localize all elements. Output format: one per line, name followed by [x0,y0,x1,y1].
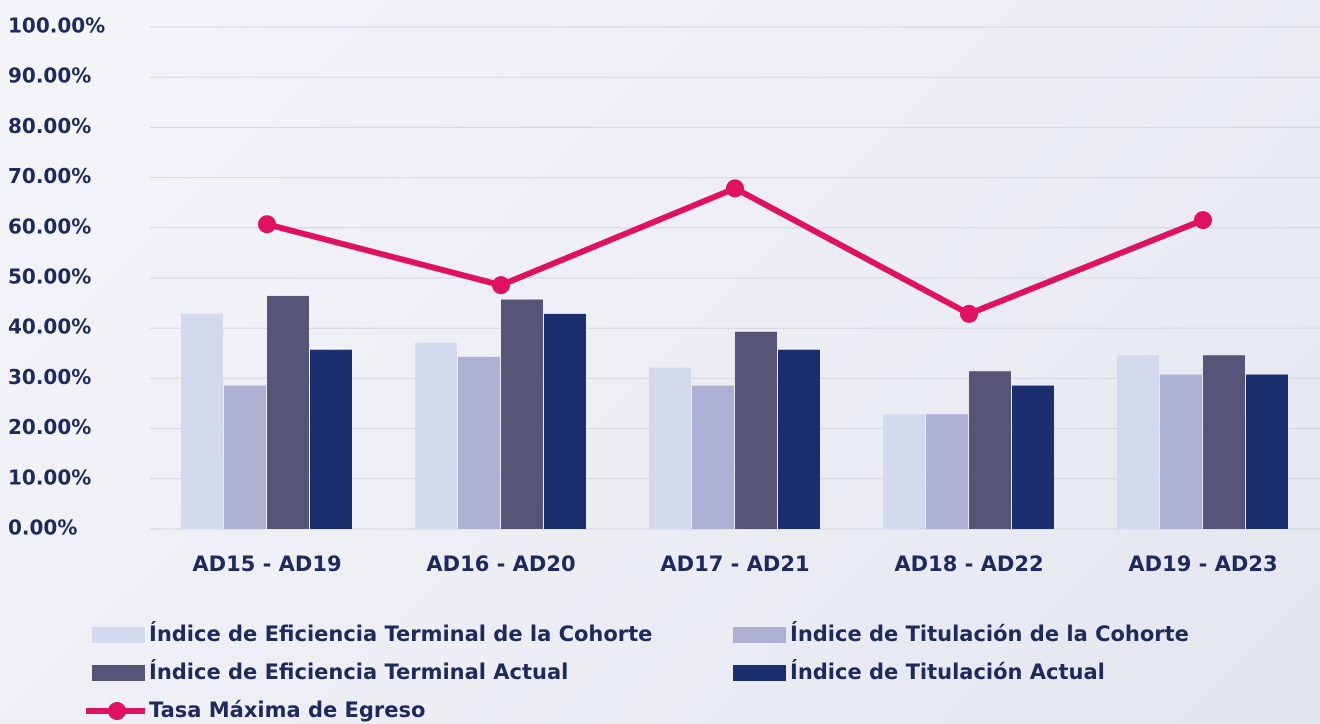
bar [458,357,500,529]
bar [415,343,457,529]
line-marker [960,305,978,323]
bar [1246,375,1288,529]
line [267,188,1203,314]
x-tick-label: AD18 - AD22 [894,552,1043,576]
line-marker [726,179,744,197]
legend-swatch [92,627,145,643]
legend-label: Tasa Máxima de Egreso [149,698,425,722]
bar [181,314,223,529]
legend-label: Índice de Eficiencia Terminal Actual [149,659,568,684]
y-tick-label: 30.00% [8,365,91,389]
bar [1012,386,1054,529]
bar [778,350,820,529]
y-tick-label: 50.00% [8,265,91,289]
bar [310,350,352,529]
legend-swatch [733,627,786,643]
y-tick-label: 10.00% [8,465,91,489]
y-tick-label: 0.00% [8,516,77,540]
line-marker [258,215,276,233]
bar [926,414,968,529]
x-tick-label: AD19 - AD23 [1128,552,1277,576]
bar [267,296,309,529]
bar [969,371,1011,529]
x-tick-label: AD17 - AD21 [660,552,809,576]
line-marker [492,276,510,294]
y-tick-label: 40.00% [8,315,91,339]
bar [501,300,543,529]
legend-label: Índice de Eficiencia Terminal de la Coho… [149,621,652,646]
legend-label: Índice de Titulación Actual [790,659,1105,684]
line-marker [1194,211,1212,229]
legend-swatch [92,665,145,681]
chart: 0.00% 10.00% 20.00% 30.00% 40.00% 50.00% 60.00… [0,0,1320,724]
bar [1203,355,1245,529]
y-tick-label: 20.00% [8,415,91,439]
bar [883,414,925,529]
y-tick-label: 80.00% [8,114,91,138]
x-tick-label: AD16 - AD20 [426,552,575,576]
legend-swatch [108,702,126,720]
y-tick-label: 90.00% [8,64,91,88]
legend-swatch [733,665,786,681]
bar [692,386,734,529]
bar [224,386,266,529]
bar [544,314,586,529]
y-tick-label: 60.00% [8,214,91,238]
bar [1117,355,1159,529]
x-tick-label: AD15 - AD19 [192,552,341,576]
bar [1160,375,1202,529]
legend-label: Índice de Titulación de la Cohorte [790,621,1189,646]
bar [649,368,691,529]
y-tick-label: 70.00% [8,164,91,188]
bar [735,332,777,529]
y-tick-label: 100.00% [8,14,105,38]
